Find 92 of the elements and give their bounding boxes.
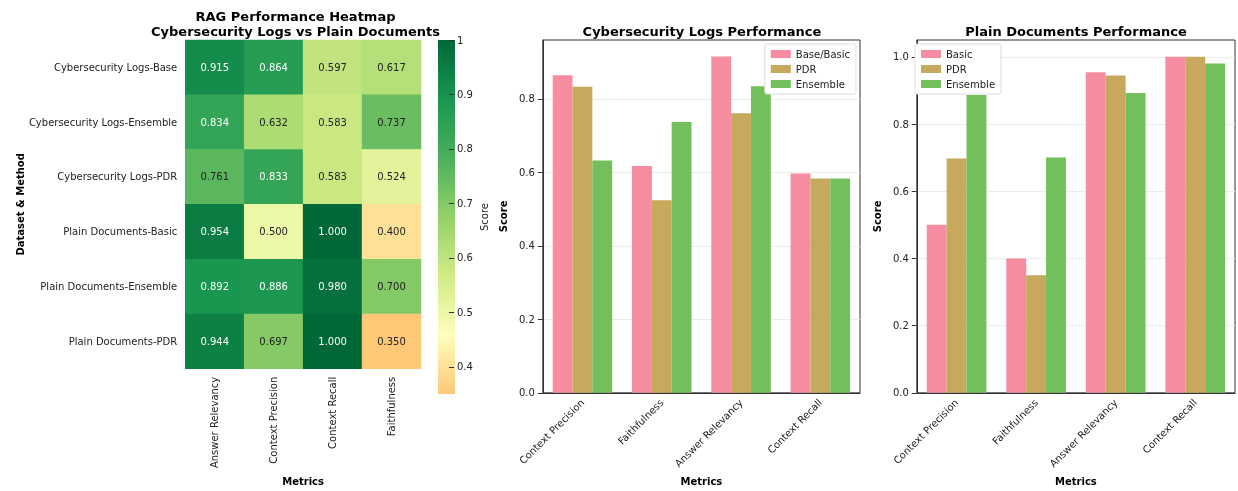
data-label: 0.834 (200, 116, 230, 128)
data-label: 0.886 (259, 281, 288, 293)
y-tick-label: Plain Documents-Basic (63, 226, 178, 238)
chart-title: RAG Performance Heatmap Cybersecurity Logs vs Plain Documents (151, 9, 441, 39)
color-bar-label: 0.4 (457, 361, 473, 373)
color-bar-label: 0.9 (457, 88, 473, 100)
color-bar-label: 0.5 (457, 306, 473, 318)
data-label: 0.737 (377, 116, 406, 128)
legend-label: Basic (946, 48, 973, 60)
chart-title: Cybersecurity Logs Performance (582, 24, 822, 39)
bar (946, 158, 967, 393)
x-tick-label: Answer Relevancy (209, 376, 221, 469)
legend-label: Ensemble (946, 78, 996, 90)
data-label: 0.761 (200, 171, 230, 183)
bar (790, 173, 811, 393)
bar (830, 178, 851, 393)
data-label: 0.583 (318, 171, 347, 183)
y-tick-label: 0.2 (518, 313, 535, 325)
data-label: 1.000 (318, 335, 347, 347)
y-tick-label: 0.0 (892, 387, 909, 399)
color-bar-label: 0.6 (457, 252, 473, 264)
color-bar-title: Score (478, 202, 490, 232)
y-tick-label: 0.2 (892, 320, 909, 332)
y-tick-label: Plain Documents-Ensemble (40, 281, 178, 293)
bar (966, 95, 987, 393)
bar (592, 160, 613, 393)
bar (1185, 56, 1206, 393)
data-label: 0.915 (200, 61, 230, 73)
bar (1105, 75, 1126, 393)
bar (1165, 56, 1186, 393)
x-axis-title: Metrics (680, 475, 723, 487)
data-label: 0.617 (377, 61, 406, 73)
y-axis-title: Dataset & Method (14, 153, 26, 256)
bar (1046, 157, 1066, 393)
data-label: 0.350 (377, 335, 406, 347)
data-label: 0.892 (200, 281, 230, 293)
y-tick-label: 0.6 (892, 185, 909, 197)
data-label: 0.597 (318, 61, 347, 73)
color-bar-label: 0.7 (457, 197, 473, 209)
bar (1125, 93, 1146, 393)
y-tick-label: Cybersecurity Logs-Ensemble (28, 116, 178, 128)
chart-title: Plain Documents Performance (965, 24, 1187, 39)
bar (1026, 275, 1047, 393)
y-axis-title: Score (871, 200, 883, 233)
color-bar-label: 1 (457, 34, 464, 46)
bar (711, 56, 732, 393)
data-label: 0.980 (318, 281, 347, 293)
x-tick-label: Context Precision (268, 376, 280, 464)
data-label: 0.632 (259, 116, 288, 128)
y-tick-label: Cybersecurity Logs-Base (53, 61, 178, 73)
data-label: 0.697 (259, 335, 288, 347)
color-bar-label: 0.8 (457, 143, 473, 155)
bar (1085, 72, 1106, 393)
data-label: 1.000 (318, 226, 347, 238)
data-label: 0.400 (377, 226, 406, 238)
y-axis-title: Score (497, 200, 509, 233)
y-tick-label: Plain Documents-PDR (68, 335, 178, 347)
legend-label: PDR (795, 63, 817, 75)
legend-label: PDR (946, 63, 967, 75)
data-label: 0.700 (377, 281, 406, 293)
bar (651, 200, 672, 393)
bar (731, 113, 751, 393)
y-tick-label: 0.8 (892, 118, 909, 130)
x-axis-title: Metrics (1055, 475, 1097, 487)
y-tick-label: Cybersecurity Logs-PDR (57, 171, 178, 183)
bar (1205, 63, 1226, 393)
bar (632, 166, 652, 393)
data-label: 0.500 (259, 226, 288, 238)
legend-label: Ensemble (795, 78, 845, 90)
data-label: 0.944 (200, 335, 230, 347)
x-tick-label: Faithfulness (386, 376, 398, 437)
legend-label: Base/Basic (795, 48, 851, 60)
bar (1006, 258, 1027, 393)
data-label: 0.954 (200, 226, 230, 238)
data-label: 0.833 (259, 171, 288, 183)
x-tick-label: Context Recall (327, 376, 339, 449)
y-tick-label: 0.6 (518, 166, 535, 178)
data-label: 0.583 (318, 116, 347, 128)
y-tick-label: 0.4 (518, 240, 535, 252)
bar (926, 224, 947, 393)
y-tick-label: 0.4 (892, 252, 909, 264)
y-tick-label: 0.0 (518, 387, 535, 399)
bar (810, 178, 831, 393)
bar (750, 86, 771, 393)
data-label: 0.864 (259, 61, 288, 73)
x-axis-title: Metrics (282, 475, 325, 487)
y-tick-label: 0.8 (518, 93, 535, 105)
data-label: 0.524 (377, 171, 406, 183)
bar (671, 121, 692, 393)
y-tick-label: 1.0 (892, 51, 909, 63)
bar (552, 75, 573, 393)
bar (572, 86, 593, 393)
